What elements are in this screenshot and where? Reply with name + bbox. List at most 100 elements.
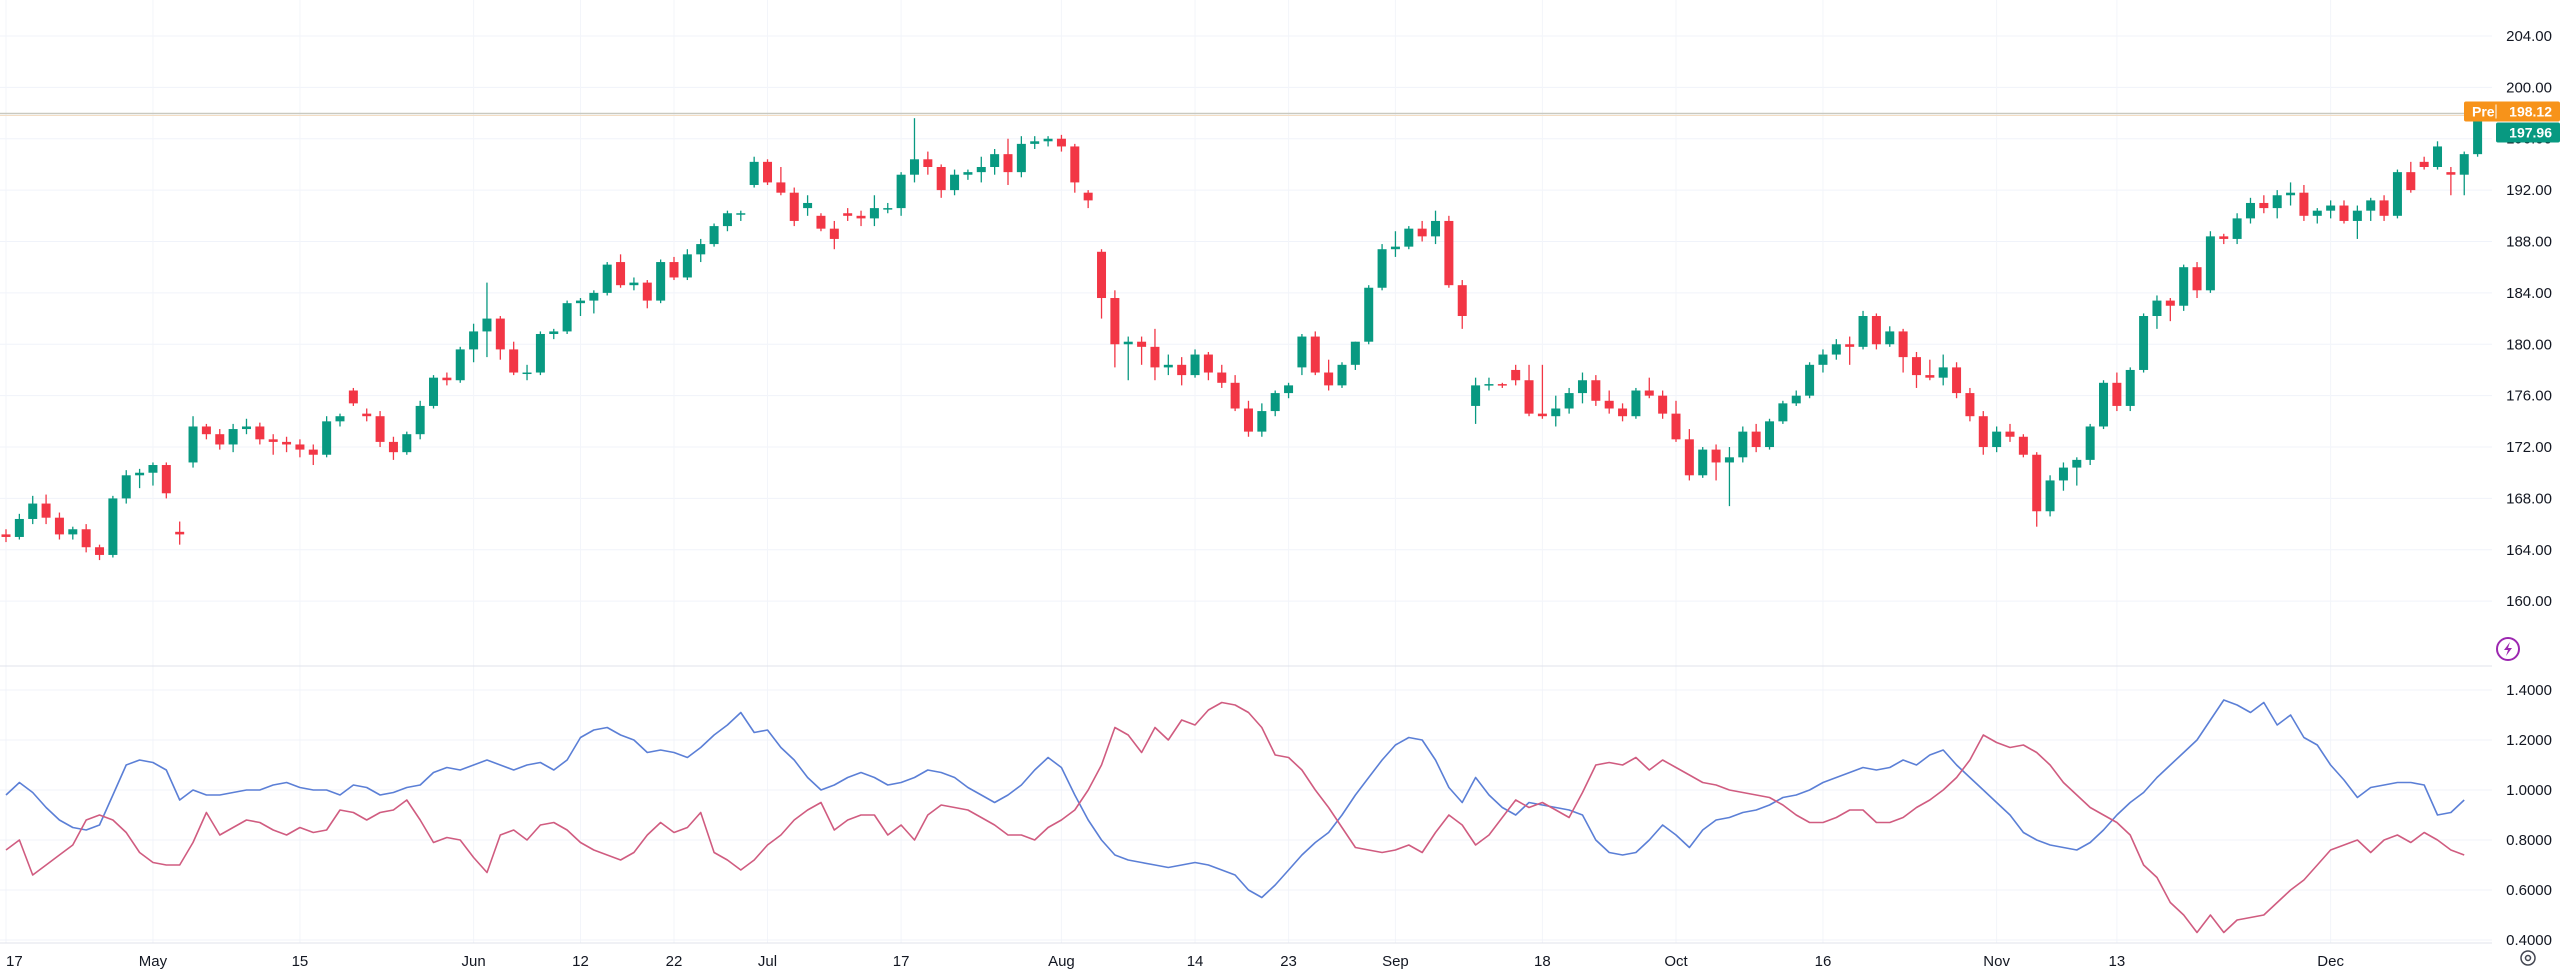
candle[interactable] <box>963 169 973 180</box>
candle[interactable] <box>950 169 960 196</box>
candle[interactable] <box>1591 375 1601 406</box>
candle[interactable] <box>268 434 278 455</box>
candle[interactable] <box>1631 387 1641 419</box>
candle[interactable] <box>736 210 746 221</box>
candle[interactable] <box>2419 156 2429 170</box>
candle[interactable] <box>1350 341 1360 370</box>
candle[interactable] <box>1858 310 1868 350</box>
candle[interactable] <box>682 249 692 281</box>
candle[interactable] <box>1658 390 1668 419</box>
candle[interactable] <box>2152 295 2162 329</box>
candle[interactable] <box>1444 215 1454 288</box>
candle[interactable] <box>2072 457 2082 486</box>
candle[interactable] <box>469 323 479 363</box>
candle[interactable] <box>68 526 78 540</box>
candle[interactable] <box>2112 372 2122 412</box>
candle[interactable] <box>1577 372 1587 404</box>
candle[interactable] <box>388 436 398 460</box>
candle[interactable] <box>990 149 1000 175</box>
candle[interactable] <box>1671 400 1681 442</box>
candle[interactable] <box>709 223 719 247</box>
candle[interactable] <box>1324 359 1334 391</box>
candle[interactable] <box>696 238 706 263</box>
candle[interactable] <box>121 470 131 504</box>
candle[interactable] <box>1163 354 1173 376</box>
candle[interactable] <box>1992 426 2002 453</box>
candle[interactable] <box>883 202 893 214</box>
settings-gear-icon[interactable] <box>2520 950 2536 966</box>
candle[interactable] <box>2379 195 2389 221</box>
candle[interactable] <box>1431 210 1441 245</box>
candle[interactable] <box>1511 364 1521 386</box>
candle[interactable] <box>482 282 492 358</box>
candle[interactable] <box>562 300 572 334</box>
candle[interactable] <box>522 364 532 381</box>
candle[interactable] <box>763 159 773 185</box>
candle[interactable] <box>1724 447 1734 507</box>
candle[interactable] <box>2005 423 2015 442</box>
candle[interactable] <box>2192 262 2202 299</box>
candle[interactable] <box>2099 380 2109 430</box>
candle[interactable] <box>375 411 385 448</box>
candle[interactable] <box>669 256 679 281</box>
candle[interactable] <box>1698 447 1708 478</box>
candle[interactable] <box>135 468 145 489</box>
candle[interactable] <box>1805 362 1815 399</box>
candle[interactable] <box>1217 364 1227 388</box>
candle[interactable] <box>1030 136 1040 150</box>
candle[interactable] <box>228 423 238 453</box>
candle[interactable] <box>936 164 946 198</box>
candle[interactable] <box>429 375 439 409</box>
candle[interactable] <box>2459 151 2469 196</box>
candle[interactable] <box>2205 231 2215 293</box>
candle[interactable] <box>1364 285 1374 345</box>
candle[interactable] <box>1 529 11 543</box>
candle[interactable] <box>495 316 505 360</box>
candle[interactable] <box>616 254 626 288</box>
candle[interactable] <box>1070 143 1080 193</box>
candle[interactable] <box>2299 184 2309 221</box>
candle[interactable] <box>976 156 986 183</box>
indicator-lines[interactable] <box>5 699 2465 934</box>
candle[interactable] <box>201 423 211 440</box>
price-candles[interactable] <box>1 105 2483 561</box>
candle[interactable] <box>2272 190 2282 219</box>
candle[interactable] <box>1925 359 1935 381</box>
candle[interactable] <box>1230 375 1240 412</box>
candle[interactable] <box>1110 290 1120 368</box>
candle[interactable] <box>41 494 51 525</box>
candle[interactable] <box>803 195 813 216</box>
candle[interactable] <box>749 156 759 188</box>
candle[interactable] <box>816 213 826 232</box>
candle[interactable] <box>402 431 412 455</box>
candle[interactable] <box>1137 336 1147 365</box>
candle[interactable] <box>2259 195 2269 214</box>
candle[interactable] <box>308 444 318 466</box>
candle[interactable] <box>1818 349 1828 373</box>
candle[interactable] <box>2326 200 2336 219</box>
candle[interactable] <box>14 513 24 540</box>
candle[interactable] <box>1337 362 1347 388</box>
candle[interactable] <box>1097 249 1107 319</box>
candle[interactable] <box>1257 403 1267 437</box>
candle[interactable] <box>923 151 933 175</box>
candle[interactable] <box>1243 400 1253 437</box>
price-axis[interactable]: 204.00200.00196.00192.00188.00184.00180.… <box>2506 28 2552 610</box>
candle[interactable] <box>2032 452 2042 527</box>
candle[interactable] <box>1270 390 1280 417</box>
candle[interactable] <box>1417 220 1427 242</box>
candle[interactable] <box>295 439 305 458</box>
candle[interactable] <box>1457 280 1467 329</box>
candle[interactable] <box>896 172 906 216</box>
candle[interactable] <box>1738 426 1748 463</box>
candle[interactable] <box>1711 444 1721 481</box>
candle[interactable] <box>2312 208 2322 224</box>
candle[interactable] <box>535 331 545 376</box>
lightning-icon[interactable] <box>2496 637 2520 661</box>
candle[interactable] <box>1791 390 1801 406</box>
candle[interactable] <box>1618 403 1628 422</box>
candle[interactable] <box>2165 298 2175 322</box>
candle[interactable] <box>2018 434 2028 458</box>
candle[interactable] <box>1751 423 1761 453</box>
candle[interactable] <box>1765 418 1775 450</box>
